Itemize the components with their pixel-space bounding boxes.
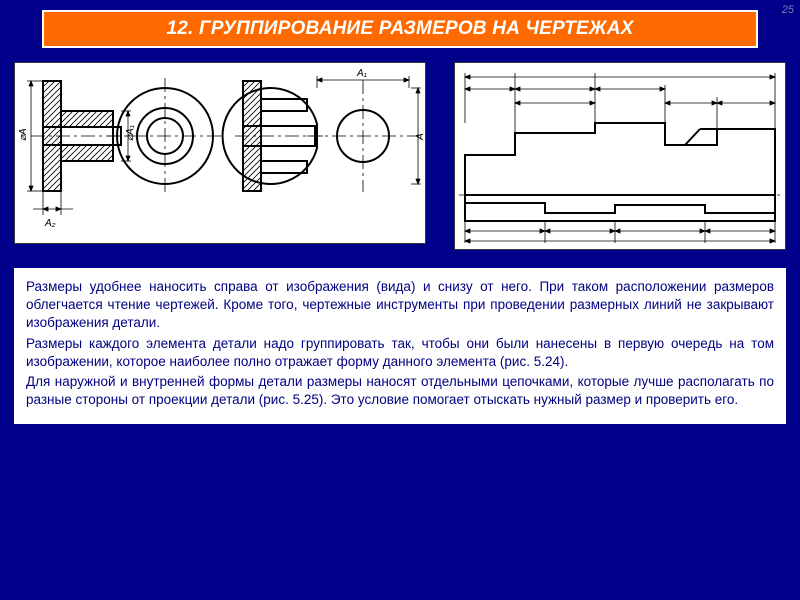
dim-label-A2: A₂ [44,218,56,229]
figure-left: ⌀A ⌀A₁ A₂ [14,62,426,244]
body-text: Размеры удобнее наносить справа от изобр… [14,268,786,424]
paragraph-1: Размеры удобнее наносить справа от изобр… [26,278,774,333]
figure-row: ⌀A ⌀A₁ A₂ [14,62,786,250]
dim-label-A1: A₁ [356,68,367,79]
paragraph-3: Для наружной и внутренней формы детали р… [26,373,774,409]
slide: 25 12. ГРУППИРОВАНИЕ РАЗМЕРОВ НА ЧЕРТЕЖА… [0,0,800,600]
dim-label-dA: ⌀A [18,128,29,141]
figure-right [454,62,786,250]
page-number: 25 [782,4,794,16]
paragraph-2: Размеры каждого элемента детали надо гру… [26,335,774,371]
slide-title: 12. ГРУППИРОВАНИЕ РАЗМЕРОВ НА ЧЕРТЕЖАХ [42,10,758,48]
dim-label-A: A [415,133,425,141]
dim-label-dA1: ⌀A₁ [125,125,136,141]
